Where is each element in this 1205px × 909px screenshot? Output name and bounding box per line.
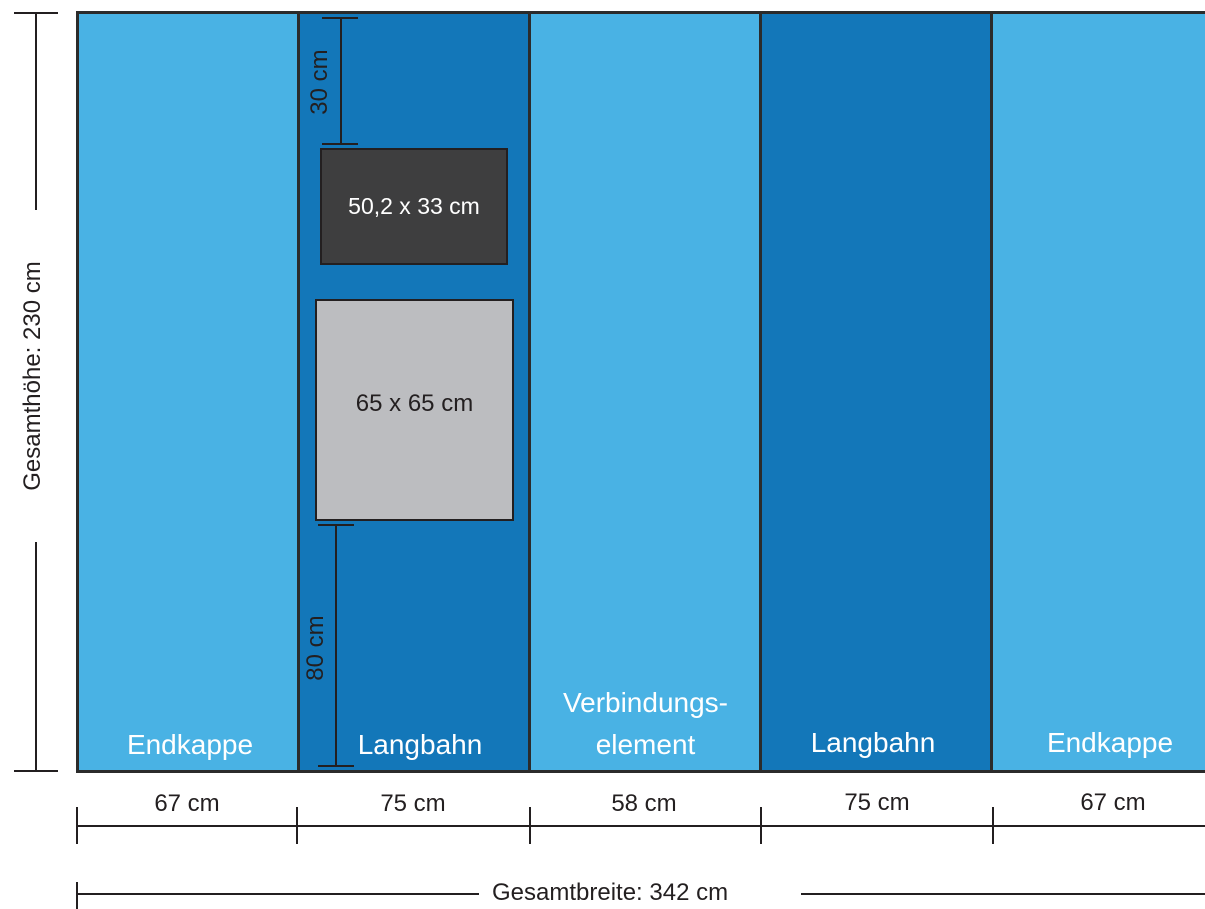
total-width-line-right — [801, 893, 1205, 895]
frame-small-label: 50,2 x 33 cm — [348, 193, 480, 219]
width-tick-4 — [992, 807, 994, 844]
panel-label-endkappe-right: Endkappe — [1046, 727, 1174, 758]
bottom-offset-tick-bottom — [318, 765, 354, 767]
wall-edge-left — [76, 12, 79, 773]
width-tick-2 — [529, 807, 531, 844]
panel-divider-2 — [528, 12, 531, 773]
bottom-offset-line — [335, 525, 337, 767]
top-offset-label: 30 cm — [306, 49, 333, 115]
width-tick-0 — [76, 807, 78, 844]
width-tick-3 — [760, 807, 762, 844]
width-segment-line — [76, 825, 1205, 827]
bottom-offset-tick-top — [318, 524, 354, 526]
total-height-label: Gesamthöhe: 230 cm — [19, 261, 46, 491]
frame-small: 50,2 x 33 cm — [320, 148, 508, 265]
width-label-4: 75 cm — [844, 789, 910, 816]
width-label-3: 58 cm — [611, 790, 677, 817]
panel-divider-4 — [990, 12, 993, 773]
total-width-line-left — [76, 893, 479, 895]
wall-outline-bottom — [76, 770, 1205, 773]
frame-large: 65 x 65 cm — [315, 299, 514, 521]
height-line-upper — [35, 13, 37, 210]
panel-label-endkappe-left: Endkappe — [126, 729, 254, 760]
panel-label-verbindungselement-line1: Verbindungs- — [562, 687, 728, 718]
frame-large-label: 65 x 65 cm — [355, 390, 474, 417]
width-tick-1 — [296, 807, 298, 844]
panel-langbahn-2 — [761, 12, 992, 772]
panel-verbindungselement — [530, 12, 761, 772]
panel-endkappe-right — [992, 12, 1205, 772]
width-label-2: 75 cm — [380, 790, 446, 817]
panel-divider-3 — [759, 12, 762, 773]
total-width-label: Gesamtbreite: 342 cm — [492, 879, 729, 906]
panel-endkappe-left — [78, 12, 299, 772]
top-offset-line — [340, 18, 342, 144]
top-offset-tick-bottom — [322, 143, 358, 145]
height-tick-bottom — [14, 770, 58, 772]
width-label-5: 67 cm — [1080, 789, 1146, 816]
height-line-lower — [35, 542, 37, 772]
panel-label-langbahn-2: Langbahn — [810, 727, 936, 758]
top-offset-tick-top — [322, 17, 358, 19]
panel-label-langbahn-1: Langbahn — [357, 729, 483, 760]
height-tick-top — [14, 12, 58, 14]
wall-outline-top — [76, 11, 1205, 14]
width-label-1: 67 cm — [154, 790, 220, 817]
panel-label-verbindungselement-line2: element — [595, 729, 696, 760]
bottom-offset-label: 80 cm — [302, 615, 329, 681]
total-width-tick-left — [76, 882, 78, 909]
panel-divider-1 — [297, 12, 300, 773]
